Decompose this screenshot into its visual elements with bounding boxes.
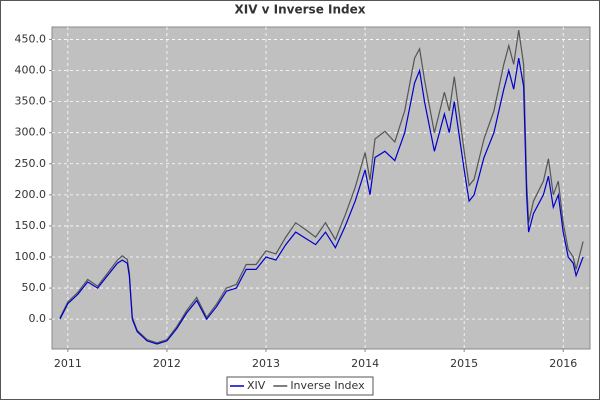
y-tick-label: 300.0 [15,126,47,139]
legend-box [226,376,374,396]
legend-label: XIV [247,379,266,392]
y-tick-label: 400.0 [15,64,47,77]
x-tick-label: 2014 [351,357,379,370]
y-tick-label: 150.0 [15,219,47,232]
x-tick-label: 2015 [450,357,478,370]
chart-title: XIV v Inverse Index [234,3,365,17]
x-tick-label: 2011 [54,357,82,370]
y-tick-label: 100.0 [15,250,47,263]
x-tick-label: 2016 [549,357,577,370]
x-tick-label: 2012 [153,357,181,370]
series-line [59,57,584,345]
y-tick-label: 350.0 [15,95,47,108]
x-tick-label: 2013 [252,357,280,370]
y-tick-label: 200.0 [15,188,47,201]
legend-label: Inverse Index [290,379,365,392]
y-tick-label: 250.0 [15,157,47,170]
y-tick-label: 0.0 [29,312,47,325]
y-tick-label: 450.0 [15,32,47,45]
y-tick-label: 50.0 [22,281,47,294]
plot-area [51,26,591,350]
